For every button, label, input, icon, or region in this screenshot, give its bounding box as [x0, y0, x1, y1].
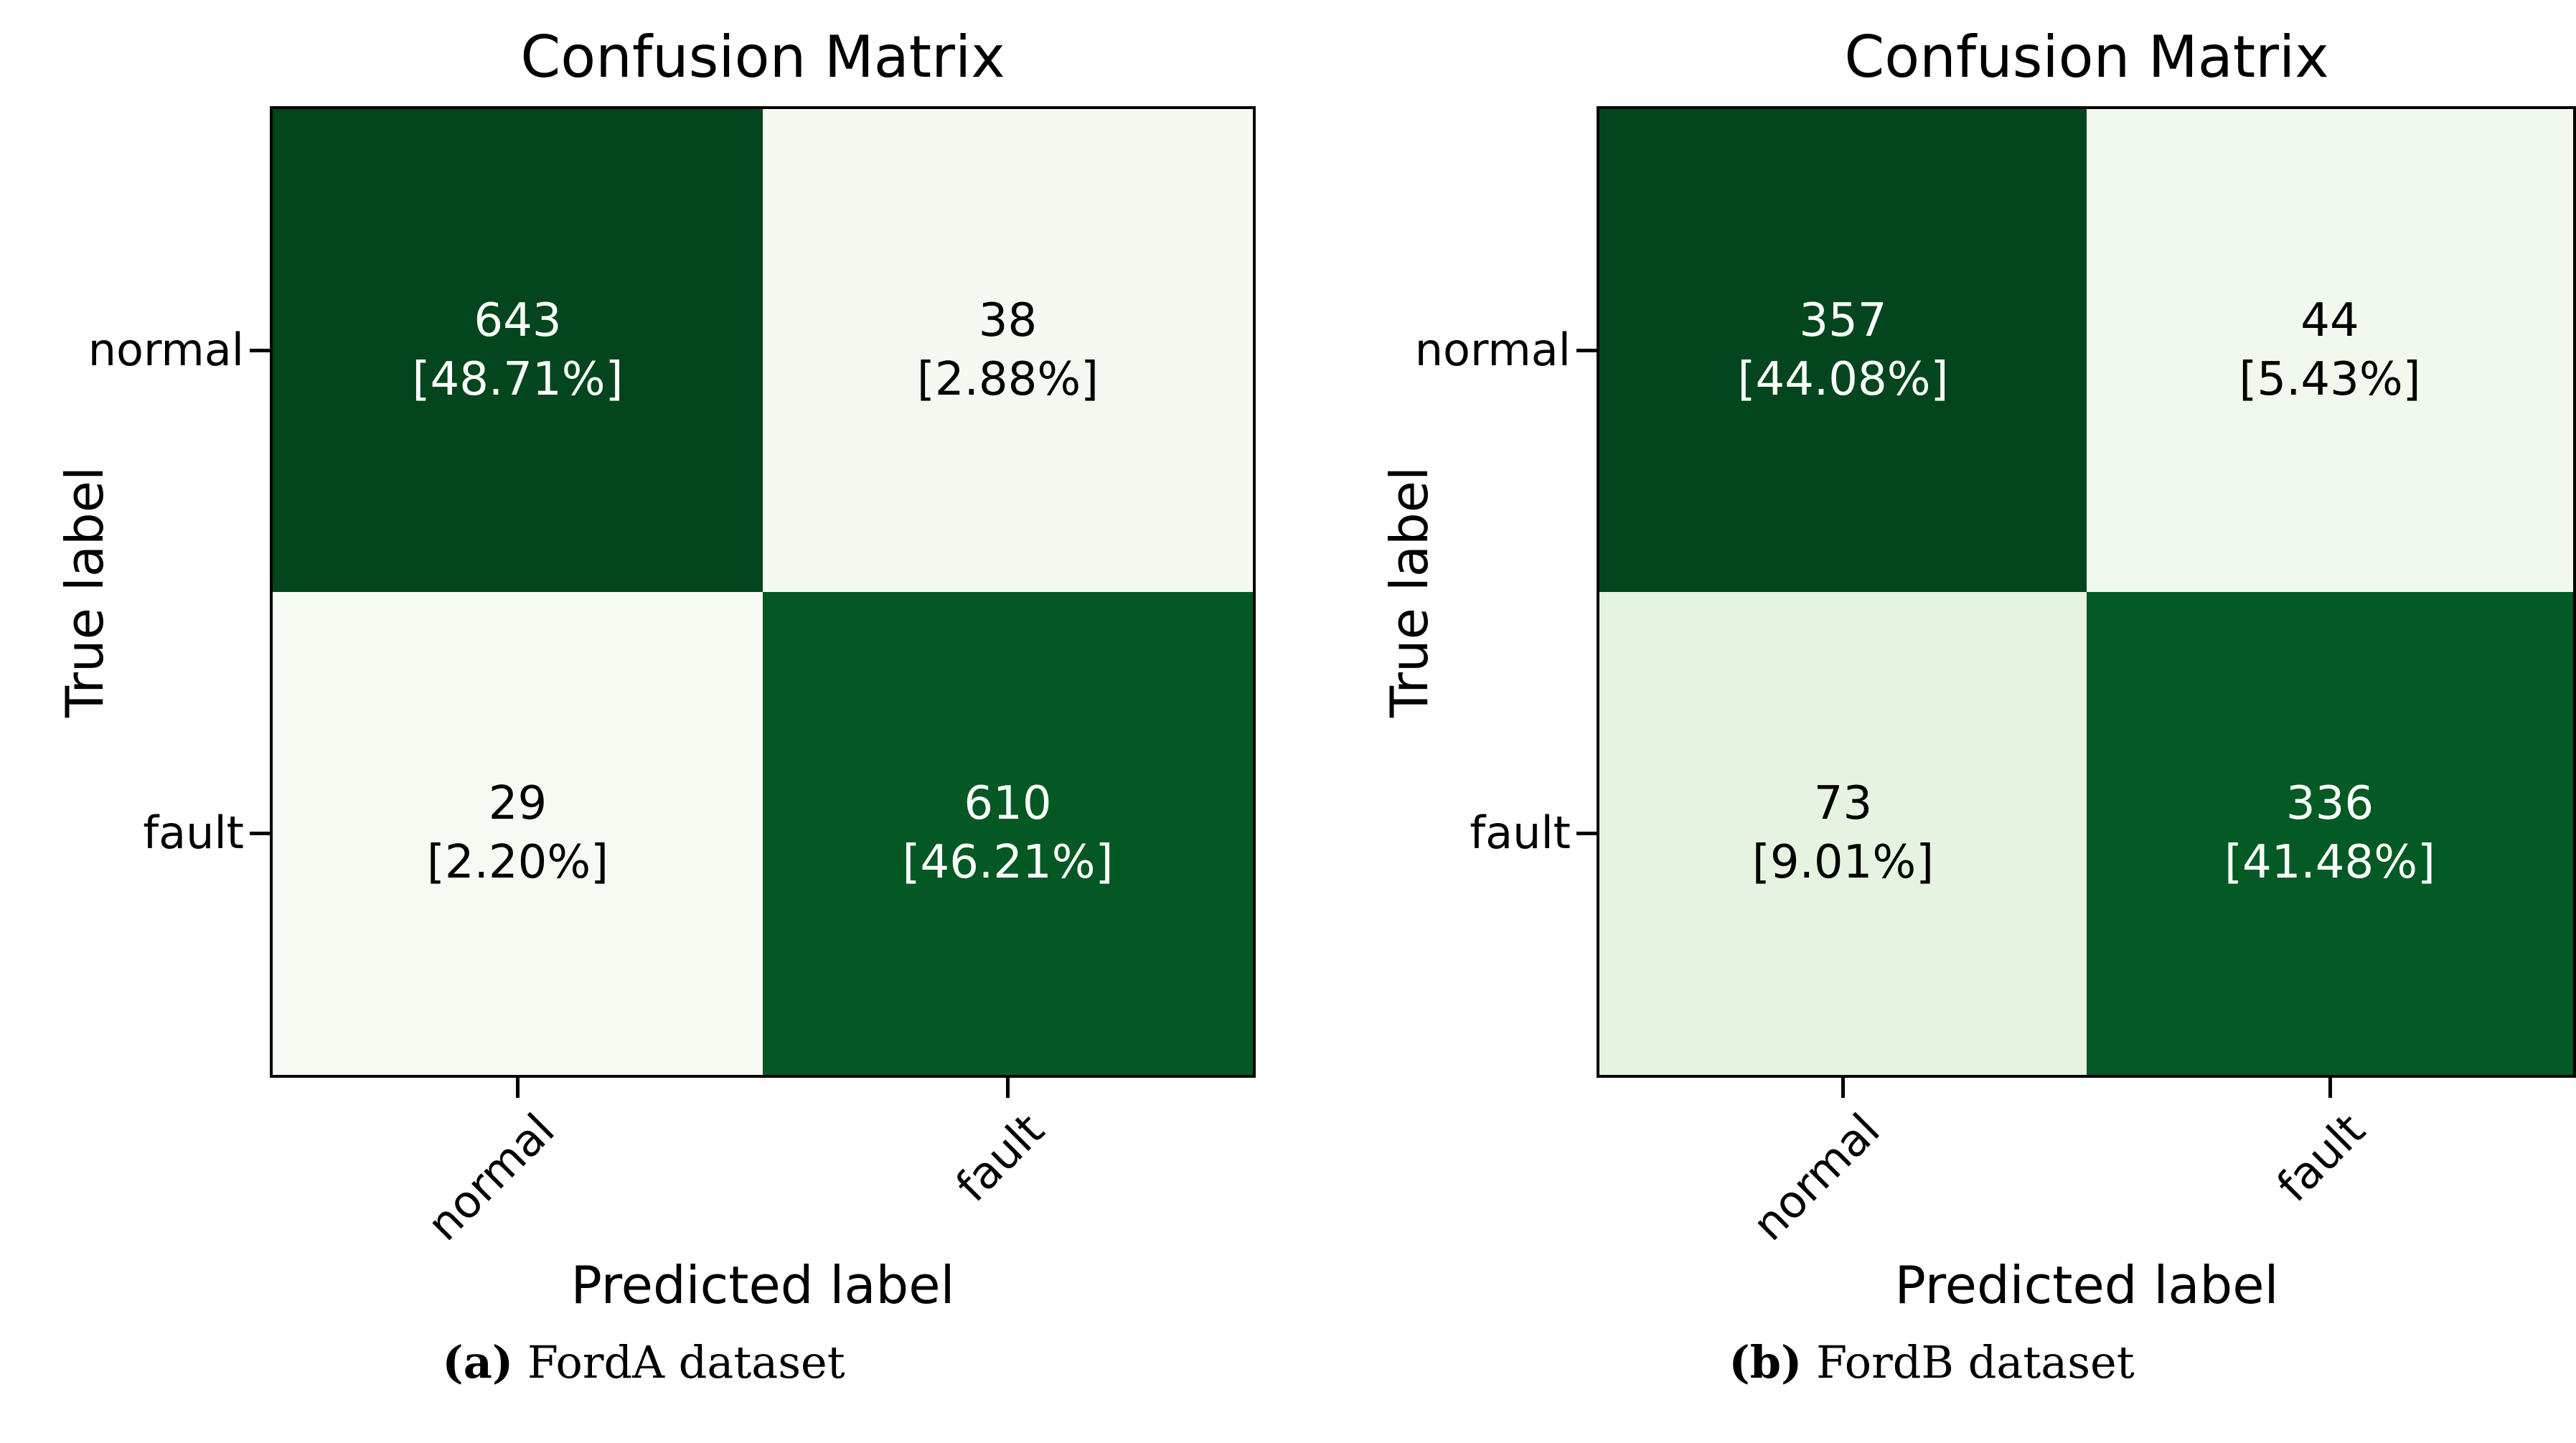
cell-percent: [2.20%] — [426, 835, 609, 889]
x-tick-mark — [1841, 1078, 1845, 1098]
caption-marker: (b) — [1729, 1336, 1802, 1388]
x-tick-label-fault: fault — [2267, 1103, 2376, 1212]
cell-count: 610 — [964, 776, 1052, 830]
y-tick-mark — [250, 349, 270, 352]
y-tick-label-fault: fault — [143, 807, 244, 859]
cell-percent: [2.88%] — [916, 352, 1099, 406]
x-tick-label-normal: normal — [1742, 1103, 1890, 1251]
panel-caption: (a) FordA dataset — [141, 1336, 1146, 1389]
y-axis-label: True label — [1379, 466, 1439, 718]
x-tick-mark — [516, 1078, 520, 1098]
cell-true-normal-pred-normal: 643 [48.71%] — [273, 109, 763, 592]
cell-count: 73 — [1813, 776, 1873, 830]
cell-true-fault-pred-fault: 610 [46.21%] — [763, 592, 1253, 1075]
cell-count: 38 — [978, 293, 1038, 347]
cell-true-fault-pred-normal: 73 [9.01%] — [1599, 592, 2087, 1075]
x-tick-mark — [1006, 1078, 1010, 1098]
y-tick-label-fault: fault — [1470, 807, 1571, 859]
x-axis-label: Predicted label — [1894, 1255, 2279, 1315]
cell-percent: [5.43%] — [2239, 352, 2421, 406]
x-tick-mark — [2328, 1078, 2332, 1098]
chart-title: Confusion Matrix — [1844, 24, 2329, 90]
cell-true-fault-pred-fault: 336 [41.48%] — [2087, 592, 2573, 1075]
caption-marker: (a) — [442, 1336, 514, 1388]
cell-true-normal-pred-fault: 44 [5.43%] — [2087, 109, 2573, 592]
cell-percent: [46.21%] — [902, 835, 1114, 889]
chart-title: Confusion Matrix — [520, 24, 1005, 90]
cell-percent: [44.08%] — [1737, 352, 1949, 406]
cell-true-fault-pred-normal: 29 [2.20%] — [273, 592, 763, 1075]
y-axis-label: True label — [55, 466, 115, 718]
y-tick-mark — [1576, 832, 1597, 835]
x-tick-label-normal: normal — [417, 1103, 565, 1251]
y-tick-label-normal: normal — [1414, 324, 1571, 376]
panel-caption: (b) FordB dataset — [1429, 1336, 2434, 1389]
caption-text: FordA dataset — [527, 1336, 845, 1388]
cell-true-normal-pred-normal: 357 [44.08%] — [1599, 109, 2087, 592]
cell-percent: [9.01%] — [1752, 835, 1935, 889]
cell-percent: [48.71%] — [412, 352, 624, 406]
y-tick-label-normal: normal — [88, 324, 244, 376]
cell-percent: [41.48%] — [2224, 835, 2435, 889]
x-tick-label-fault: fault — [946, 1103, 1055, 1212]
y-tick-mark — [1576, 349, 1597, 352]
cell-count: 336 — [2285, 776, 2374, 830]
caption-text: FordB dataset — [1816, 1336, 2135, 1388]
cell-count: 643 — [474, 293, 562, 347]
y-tick-mark — [250, 832, 270, 835]
cell-true-normal-pred-fault: 38 [2.88%] — [763, 109, 1253, 592]
cell-count: 357 — [1799, 293, 1887, 347]
cell-count: 44 — [2300, 293, 2359, 347]
cell-count: 29 — [488, 776, 547, 830]
x-axis-label: Predicted label — [570, 1255, 955, 1315]
